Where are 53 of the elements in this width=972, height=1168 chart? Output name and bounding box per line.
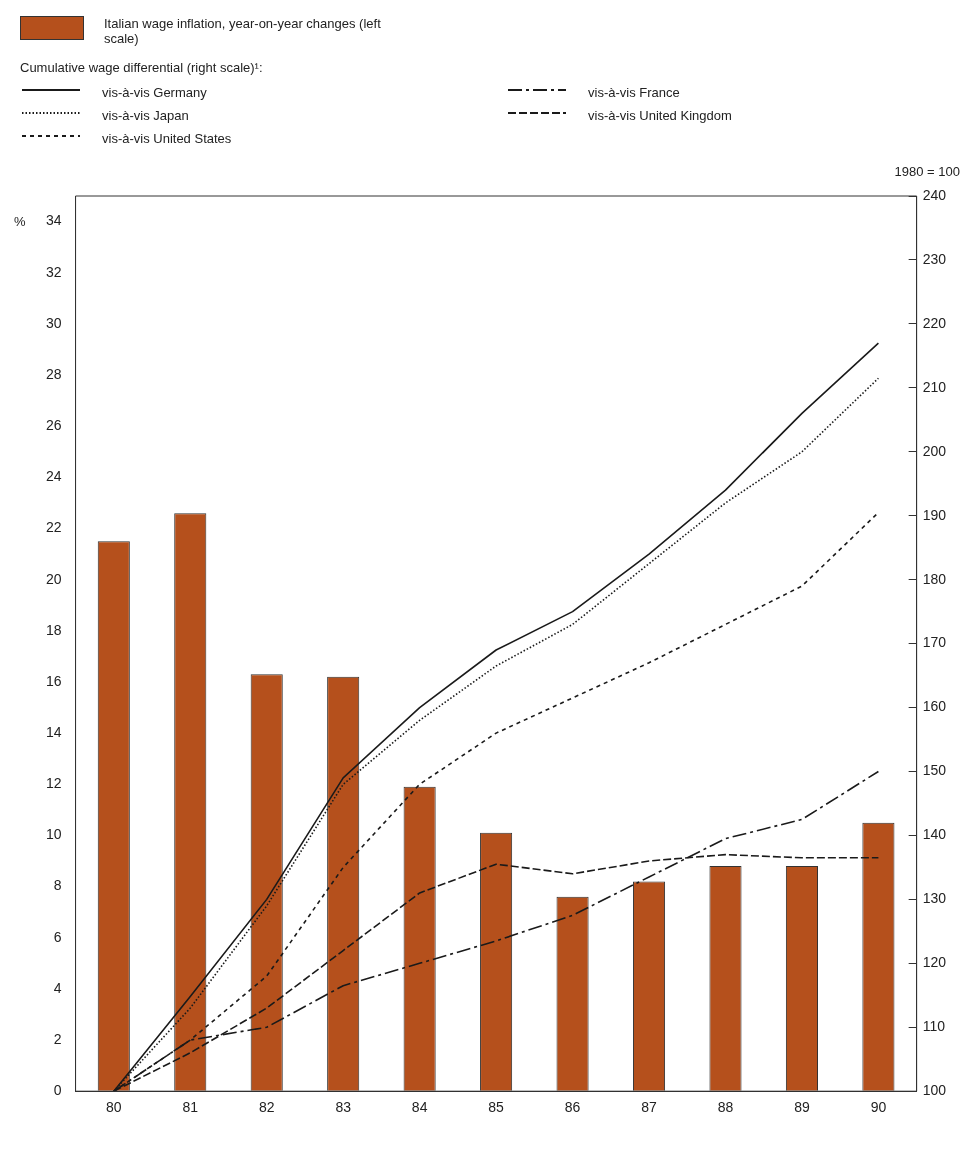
- legend-label: vis-à-vis Germany: [102, 85, 207, 100]
- y2-tick-label: 170: [922, 634, 947, 651]
- y-tick-label: 12: [45, 775, 62, 792]
- y2-tick-label: 160: [922, 698, 947, 715]
- y-tick-label: 24: [45, 468, 62, 485]
- y-axis-title: %: [14, 213, 26, 229]
- y-tick-label: 30: [45, 314, 62, 331]
- y2-tick-label: 130: [922, 890, 947, 907]
- y-tick-label: 32: [45, 263, 62, 280]
- x-tick-label: 87: [641, 1099, 658, 1116]
- y2-tick-label: 200: [922, 442, 947, 459]
- x-tick-label: 88: [717, 1099, 734, 1116]
- y-tick-label: 22: [45, 519, 62, 536]
- y-tick-label: 0: [53, 1082, 62, 1099]
- legend-label: vis-à-vis France: [588, 85, 680, 100]
- y2-tick-label: 210: [922, 378, 947, 395]
- legend-label: Italian wage inflation, year-on-year changes (left scale): [104, 16, 382, 46]
- y-tick-label: 20: [45, 570, 62, 587]
- x-tick-label: 85: [488, 1099, 505, 1116]
- y-tick-label: 28: [45, 365, 62, 382]
- y-tick-label: 2: [53, 1030, 62, 1047]
- legend-title: Cumulative wage differential (right scale)¹:: [20, 60, 264, 75]
- y-tick-label: 18: [45, 621, 62, 638]
- x-tick-label: 90: [870, 1099, 887, 1116]
- y-tick-label: 16: [45, 672, 62, 689]
- legend-label: vis-à-vis Japan: [102, 108, 189, 123]
- y2-tick-label: 190: [922, 506, 947, 523]
- y-tick-label: 26: [45, 417, 62, 434]
- y-tick-label: 4: [53, 979, 62, 996]
- y2-axis-title: 1980 = 100: [894, 164, 960, 179]
- y2-tick-label: 150: [922, 762, 947, 779]
- y2-tick-label: 110: [922, 1018, 946, 1035]
- x-tick-label: 82: [258, 1099, 275, 1116]
- y2-tick-label: 120: [922, 954, 947, 971]
- y2-tick-label: 230: [922, 250, 947, 267]
- x-tick-label: 86: [564, 1099, 581, 1116]
- y-tick-label: 10: [45, 826, 62, 843]
- y2-tick-label: 180: [922, 570, 947, 587]
- x-tick-label: 80: [106, 1099, 122, 1116]
- legend-label: vis-à-vis United States: [102, 131, 232, 146]
- x-tick-label: 89: [794, 1099, 810, 1116]
- x-tick-label: 84: [411, 1099, 428, 1116]
- y-tick-label: 14: [45, 723, 62, 740]
- y-tick-label: 34: [45, 212, 62, 229]
- y2-tick-label: 100: [922, 1082, 947, 1099]
- y-tick-label: 6: [53, 928, 62, 945]
- x-tick-label: 81: [182, 1099, 199, 1116]
- y2-tick-label: 240: [922, 186, 947, 203]
- y2-tick-label: 140: [922, 826, 947, 843]
- x-tick-label: 83: [335, 1099, 352, 1116]
- legend-label: vis-à-vis United Kingdom: [588, 108, 732, 123]
- y-tick-label: 8: [53, 877, 62, 894]
- y2-tick-label: 220: [922, 314, 947, 331]
